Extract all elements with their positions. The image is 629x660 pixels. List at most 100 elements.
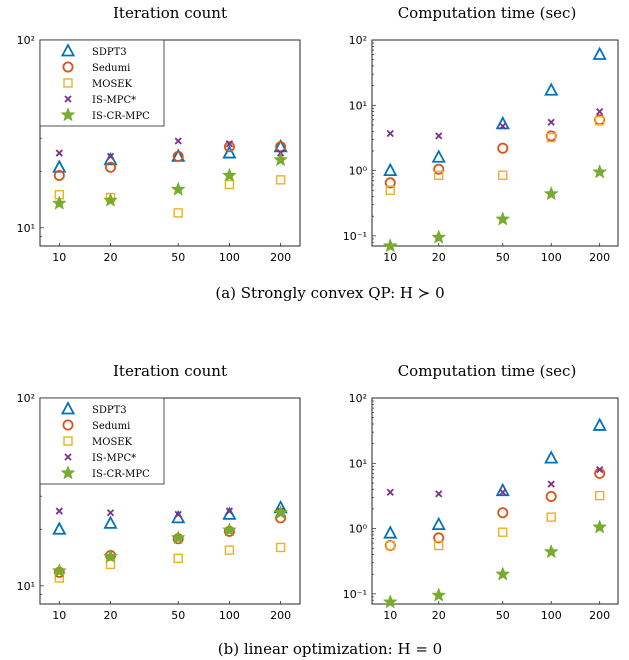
series-is-cr-mpc xyxy=(52,505,288,577)
legend-marker xyxy=(64,453,72,461)
data-point xyxy=(383,594,398,609)
data-point xyxy=(434,170,444,180)
legend-marker xyxy=(60,401,76,415)
data-point xyxy=(225,140,234,148)
legend-marker xyxy=(62,419,74,431)
data-point xyxy=(52,159,67,173)
data-point xyxy=(594,116,605,126)
caption-b: (b) linear optimization: H = 0 xyxy=(218,640,442,658)
x-tick-label: 50 xyxy=(171,251,185,264)
series-mosek xyxy=(385,490,605,551)
legend-label: IS-MPC* xyxy=(92,453,136,464)
series-is-cr-mpc xyxy=(383,519,607,609)
panel-title: Iteration count xyxy=(113,4,227,22)
data-point xyxy=(592,164,607,179)
data-point xyxy=(497,142,509,154)
data-point xyxy=(544,186,559,200)
data-point xyxy=(498,527,508,537)
data-point xyxy=(53,169,65,181)
data-marks xyxy=(383,46,607,252)
x-tick-label: 10 xyxy=(383,251,397,264)
y-tick-label: 10¹ xyxy=(349,99,367,112)
series-mosek xyxy=(54,542,286,583)
legend-box xyxy=(39,397,165,485)
legend-label: SDPT3 xyxy=(92,47,127,58)
data-point xyxy=(275,141,287,153)
data-point xyxy=(225,507,234,515)
x-tick-label: 200 xyxy=(589,251,610,264)
legend-label: IS-CR-MPC xyxy=(92,469,150,480)
data-point xyxy=(431,516,446,531)
y-tick-label: 10¹ xyxy=(17,580,35,593)
data-point xyxy=(594,490,605,501)
legend: SDPT3 Sedumi MOSEK IS-MPC* IS-CR-MPC xyxy=(39,397,165,485)
x-tick-label: 100 xyxy=(219,251,240,264)
x-tick-label: 10 xyxy=(52,251,66,264)
data-point xyxy=(498,170,508,180)
legend-label: Sedumi xyxy=(92,63,130,74)
data-point xyxy=(431,230,446,244)
data-point xyxy=(596,107,604,116)
data-point xyxy=(223,141,235,153)
data-point xyxy=(273,152,288,166)
x-tick-label: 100 xyxy=(219,609,240,622)
data-point xyxy=(383,525,398,539)
data-point xyxy=(275,542,286,553)
data-point xyxy=(273,505,288,519)
panel-title: Computation time (sec) xyxy=(398,4,577,22)
data-point xyxy=(545,491,557,503)
y-tick-label: 10⁰ xyxy=(349,165,368,178)
data-point xyxy=(433,532,445,544)
x-tick-label: 100 xyxy=(541,251,562,264)
data-point xyxy=(52,563,67,577)
x-tick-label: 20 xyxy=(432,251,446,264)
data-point xyxy=(433,163,445,175)
data-point xyxy=(222,168,237,182)
series-is-mpc- xyxy=(386,107,604,140)
x-tick-label: 20 xyxy=(104,609,118,622)
axis-ticks: 10 20 50 100 200 10⁻¹ 10⁰ 10¹ 10² xyxy=(343,34,610,264)
data-point xyxy=(546,512,556,522)
data-point xyxy=(103,193,118,207)
data-point xyxy=(55,149,63,157)
data-point xyxy=(106,152,115,161)
data-point xyxy=(544,450,559,464)
x-tick-label: 20 xyxy=(432,609,446,622)
data-point xyxy=(174,137,182,145)
data-point xyxy=(495,211,510,226)
legend-marker xyxy=(63,78,73,88)
data-point xyxy=(495,566,510,581)
data-point xyxy=(499,122,507,130)
data-point xyxy=(385,540,395,551)
legend-label: SDPT3 xyxy=(92,405,127,416)
panel-title: Iteration count xyxy=(113,362,227,380)
legend-marker xyxy=(62,61,74,73)
data-point xyxy=(383,238,398,252)
x-tick-label: 200 xyxy=(270,609,291,622)
data-point xyxy=(384,177,396,189)
data-point xyxy=(431,149,446,163)
legend-marker xyxy=(63,436,73,446)
x-tick-label: 100 xyxy=(541,609,562,622)
data-point xyxy=(435,490,443,498)
data-point xyxy=(546,132,556,143)
series-is-mpc- xyxy=(55,137,285,161)
data-point xyxy=(52,521,67,535)
data-point xyxy=(224,179,235,190)
series-is-cr-mpc xyxy=(383,164,607,252)
x-tick-label: 10 xyxy=(52,609,66,622)
axis-ticks: 10 20 50 100 200 10¹ 10² xyxy=(17,34,292,264)
panel-iterations-qp: Iteration count 10 20 50 100 200 10¹ 10² SDPT3… xyxy=(17,4,445,302)
data-point xyxy=(592,417,607,431)
y-tick-label: 10¹ xyxy=(17,222,35,235)
data-point xyxy=(544,544,559,558)
x-tick-label: 50 xyxy=(496,609,510,622)
y-tick-label: 10⁻¹ xyxy=(343,230,367,243)
y-tick-label: 10² xyxy=(349,392,367,405)
panel-iterations-lp: Iteration count 10 20 50 100 200 10¹ 10² SDPT3… xyxy=(17,362,443,658)
x-tick-label: 50 xyxy=(171,609,185,622)
x-tick-label: 10 xyxy=(383,609,397,622)
axis-ticks: 10 20 50 100 200 10¹ 10² xyxy=(17,392,292,622)
panel-time-qp: Computation time (sec) 10 20 50 100 20010⁻¹1… xyxy=(343,4,619,264)
data-point xyxy=(55,507,63,515)
